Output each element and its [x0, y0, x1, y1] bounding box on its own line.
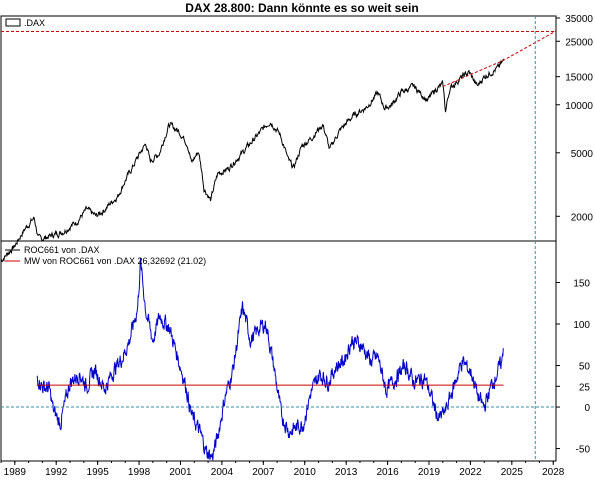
x-tick-label: 2001	[169, 467, 192, 478]
x-tick-label: 2016	[376, 467, 399, 478]
x-tick-label: 1995	[87, 467, 110, 478]
x-tick-label: 2019	[418, 467, 441, 478]
roc-y-tick-label: 150	[573, 279, 590, 290]
chart-title: DAX 28.800: Dann könnte es so weit sein	[185, 1, 418, 15]
price-legend: .DAX	[5, 18, 45, 28]
x-tick-label: 1989	[4, 467, 27, 478]
roc-y-tick-label: -50	[576, 445, 591, 456]
price-panel-frame	[0, 15, 557, 242]
price-y-tick-label: 10000	[565, 101, 593, 112]
price-y-tick-label: 35000	[565, 14, 593, 25]
mw-legend-label: MW von ROC661 von .DAX 26,32692 (21.02)	[24, 256, 206, 266]
price-legend-label: .DAX	[24, 18, 45, 28]
price-y-tick-label: 15000	[565, 73, 593, 84]
x-tick-label: 1998	[128, 467, 151, 478]
roc-y-tick-label: 100	[573, 320, 590, 331]
x-tick-label: 2004	[211, 467, 234, 478]
x-tick-label: 1992	[45, 467, 68, 478]
x-tick-label: 2007	[252, 467, 275, 478]
price-legend-swatch	[5, 18, 21, 27]
roc-legend-label: ROC661 von .DAX	[24, 245, 100, 255]
trend-projection-line	[442, 30, 557, 88]
x-tick-label: 2013	[335, 467, 358, 478]
roc-panel-frame	[0, 240, 557, 462]
roc-legend: ROC661 von .DAX MW von ROC661 von .DAX 2…	[5, 245, 206, 266]
price-y-tick-label: 2000	[571, 212, 594, 223]
roc-panel: 150 100 50 25 0 -50	[1, 241, 590, 461]
price-y-tick-label: 5000	[571, 149, 594, 160]
x-tick-label: 2022	[459, 467, 482, 478]
price-y-tick-label: 25000	[565, 37, 593, 48]
roc-y-tick-label: 0	[584, 403, 590, 414]
dax-price-line	[0, 58, 504, 263]
x-axis: 1989 1992 1995 1998 2001 2004 2007 2010 2013 2016…	[0, 461, 565, 478]
x-tick-label: 2025	[501, 467, 524, 478]
x-tick-label: 2010	[294, 467, 317, 478]
roc-y-tick-label: 25	[579, 382, 591, 393]
roc-y-tick-label: 50	[579, 362, 591, 373]
roc-line	[36, 257, 504, 461]
price-panel: 35000 25000 15000 10000 5000 2000	[0, 14, 594, 263]
x-tick-label: 2028	[542, 467, 565, 478]
